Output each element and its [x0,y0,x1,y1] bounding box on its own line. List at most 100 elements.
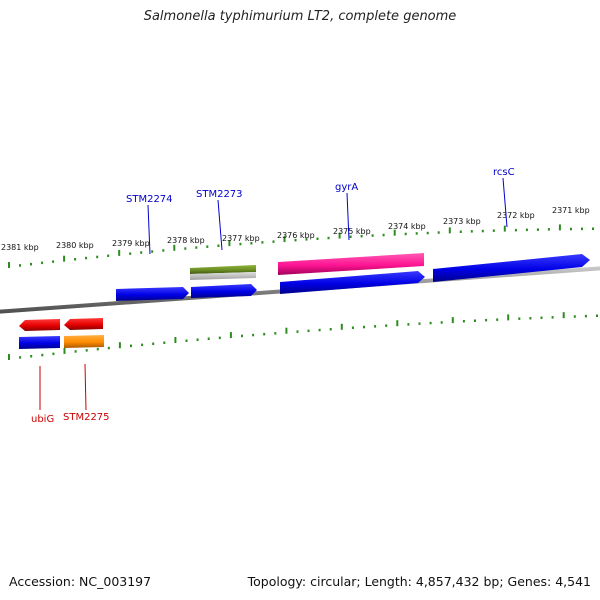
forward-genes [116,253,590,301]
minor-tick [540,316,543,319]
minor-tick [462,320,465,323]
minor-tick [360,234,363,238]
minor-tick [305,238,308,241]
reverse-genes [19,318,104,349]
accession-label: Accession: [9,574,76,589]
minor-tick [162,249,165,252]
minor-tick [41,261,44,265]
minor-tick [30,355,33,358]
gene-stm2273[interactable] [191,284,257,298]
minor-tick [404,232,407,236]
major-tick [558,224,561,231]
gene-feature-olive[interactable] [190,265,256,274]
major-tick [396,320,399,327]
major-tick [229,332,232,339]
major-tick [562,312,565,319]
gene-labels: STM2274 STM2273 gyrA rcsC ubiG STM2275 [31,167,515,425]
minor-tick [206,245,209,248]
gene-ubig[interactable] [19,336,60,349]
minor-tick [85,349,88,352]
minor-tick [547,228,550,231]
tick-label-2376: 2376 kbp [277,231,315,240]
major-tick [503,225,506,232]
minor-tick [152,342,155,345]
page-title: Salmonella typhimurium LT2, complete gen… [143,9,457,24]
inner-tick-row [8,312,598,360]
minor-tick [525,228,528,232]
major-tick [228,240,231,247]
gene-stm2275[interactable] [64,335,104,348]
minor-tick [185,339,188,342]
minor-tick [596,314,598,317]
major-tick [451,317,454,324]
scale-labels: 2381 kbp 2380 kbp 2379 kbp 2378 kbp 2377… [1,206,590,252]
minor-tick [418,322,421,325]
tick-label-2380: 2380 kbp [56,241,94,250]
major-tick [63,347,66,354]
minor-tick [30,262,32,266]
major-tick [63,255,66,262]
minor-tick [470,230,473,233]
minor-tick [581,227,583,231]
major-tick [118,342,121,349]
minor-tick [318,328,321,332]
gene-gyra[interactable] [280,271,425,294]
minor-tick [140,251,143,254]
major-tick [283,236,286,243]
minor-tick [218,336,221,340]
minor-tick [141,343,144,347]
gene-reverse-red-1[interactable] [19,319,60,331]
minor-tick [207,337,210,340]
major-tick [340,323,343,330]
minor-tick [250,242,253,245]
gene-feature-grey [190,272,256,280]
minor-tick [74,350,77,353]
gene-rcsc[interactable] [433,254,590,282]
minor-tick [85,256,88,260]
minor-tick [252,333,255,337]
major-tick [174,337,177,343]
minor-tick [107,346,110,350]
major-tick [448,227,451,234]
minor-tick [327,236,330,240]
minor-tick [129,252,132,255]
outer-tick-row [8,224,594,268]
gene-feature-pink[interactable] [278,253,424,275]
minor-tick [195,246,198,249]
tick-label-2373: 2373 kbp [443,217,481,226]
minor-tick [74,258,77,261]
minor-tick [551,316,554,319]
minor-tick [584,314,587,318]
gene-reverse-red-2[interactable] [64,318,103,330]
minor-tick [316,237,319,240]
tick-label-2375: 2375 kbp [333,227,371,236]
label-stm2275: STM2275 [63,412,110,423]
minor-tick [429,321,432,325]
label-rcsc: rcsC [493,167,515,178]
tick-label-2379: 2379 kbp [112,239,150,248]
leader-stm2275 [84,363,87,411]
minor-tick [481,229,484,233]
label-leaders [39,177,508,411]
minor-tick [514,228,517,232]
minor-tick [52,352,55,356]
minor-tick [485,318,488,322]
minor-tick [96,255,99,259]
gene-stm2274[interactable] [116,287,189,301]
minor-tick [474,319,476,322]
minor-tick [382,233,385,237]
minor-tick [407,323,410,326]
tick-label-2371: 2371 kbp [552,206,590,215]
minor-tick [261,241,264,244]
minor-tick [52,260,55,263]
minor-tick [349,235,352,238]
minor-tick [492,229,495,232]
topology-text: Topology: circular; Length: 4,857,432 bp… [247,574,591,589]
tick-label-2374: 2374 kbp [388,222,426,231]
minor-tick [151,250,154,253]
minor-tick [296,330,299,333]
tick-label-2377: 2377 kbp [222,234,260,243]
minor-tick [307,329,310,333]
tick-label-2381: 2381 kbp [1,243,39,252]
